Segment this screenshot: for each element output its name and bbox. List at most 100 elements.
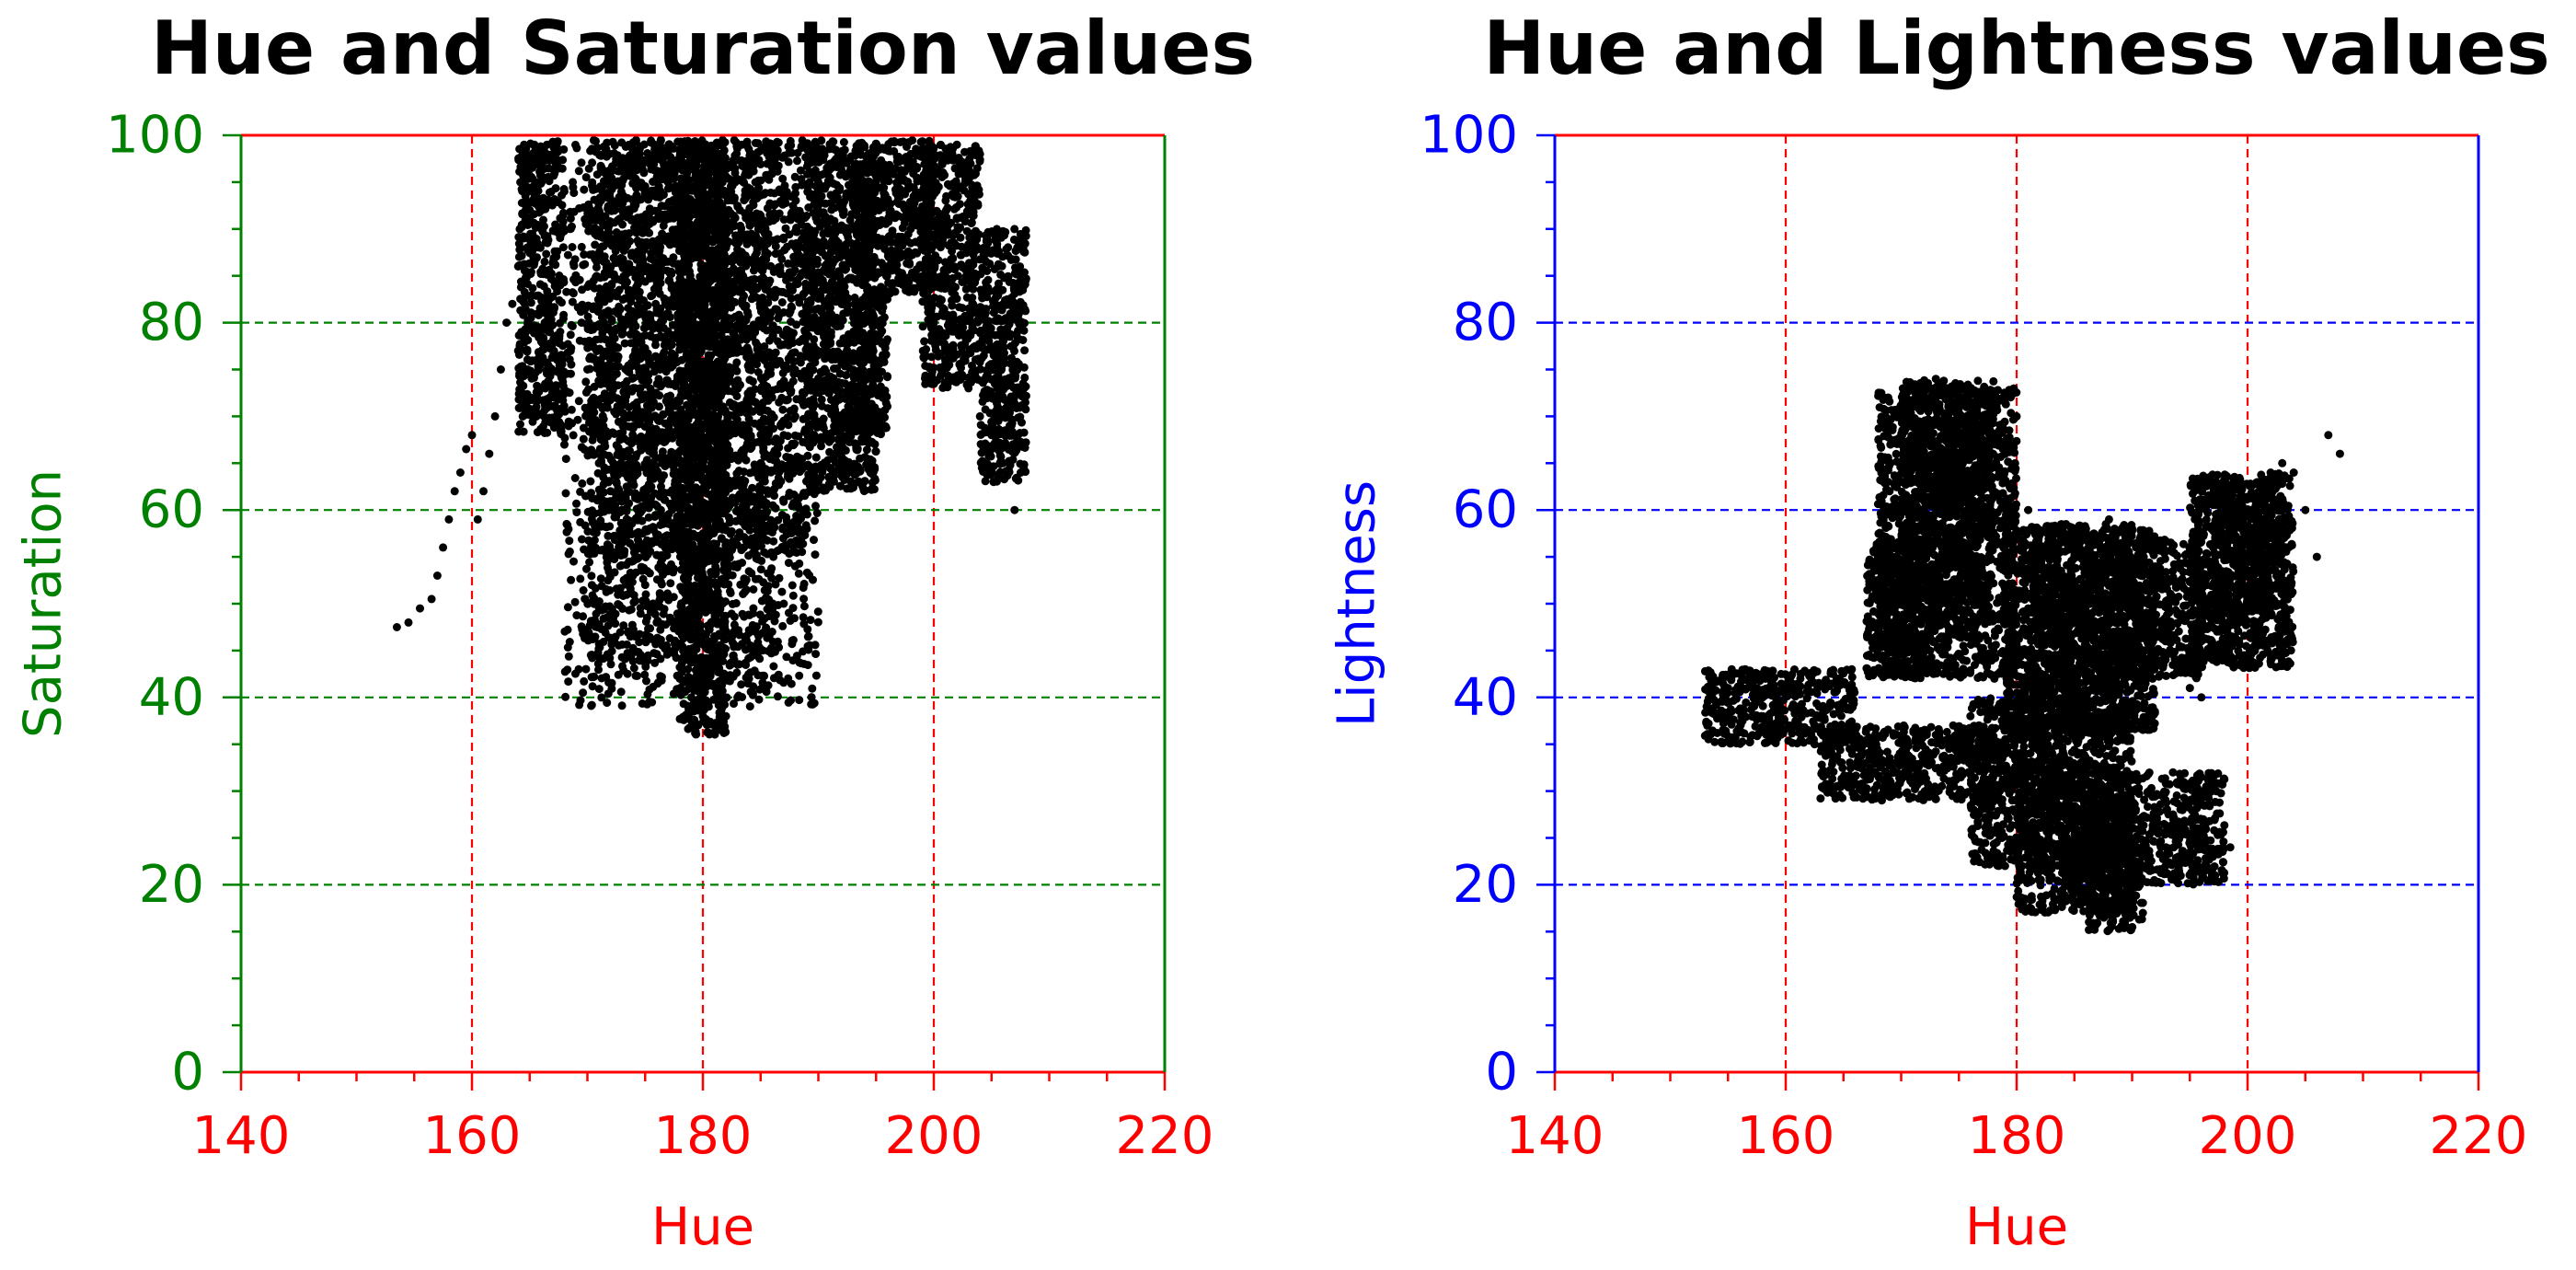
data-point [617,329,627,339]
data-point [760,449,769,458]
data-point [650,440,660,449]
data-point [600,389,609,398]
data-point [604,576,613,585]
data-point [728,402,737,411]
data-point [745,702,754,711]
data-point [781,361,790,370]
data-point [569,431,578,440]
data-point [646,607,655,617]
data-point [663,329,673,338]
data-point [771,242,780,251]
data-point [638,183,647,192]
data-point [742,335,751,344]
data-point [645,238,654,248]
data-point [646,159,655,168]
data-point [594,685,604,694]
data-point [628,248,637,258]
data-point [756,176,765,185]
data-point [811,550,820,560]
data-point [631,135,640,144]
data-point [576,696,585,705]
data-point [773,692,782,701]
data-point [620,339,629,348]
data-point [751,628,760,636]
data-point [798,548,807,557]
data-point [599,614,608,623]
data-point [619,316,628,325]
data-point [701,607,710,617]
data-point [748,534,757,543]
data-point [634,420,643,429]
data-point [591,240,600,249]
data-point [813,607,822,617]
data-point [669,469,678,479]
data-point [605,522,615,531]
data-point [586,477,595,486]
data-point [583,507,592,516]
data-point [592,335,601,344]
data-point [813,618,822,627]
data-point [629,598,638,607]
data-point [571,669,580,678]
data-point [562,287,571,296]
data-point [760,405,769,414]
data-point [715,433,724,442]
data-point [566,214,575,223]
data-point [809,575,817,584]
data-point [799,583,808,593]
data-point [622,230,630,239]
data-point [744,278,753,287]
data-point [765,336,774,345]
data-point [812,509,822,517]
data-point [699,576,708,585]
data-point [763,361,772,370]
data-point [669,593,678,602]
chart-title: Hue and Saturation values [151,6,1255,91]
data-point [701,511,710,520]
data-point [615,525,625,535]
data-point [631,671,640,680]
data-point [599,142,608,151]
data-point [645,569,654,578]
data-point [606,660,615,669]
data-point [569,178,578,187]
data-point [664,276,673,285]
data-point [729,254,738,263]
data-point [572,499,581,508]
data-point [727,526,736,536]
data-point [740,178,749,187]
data-point [588,158,597,167]
data-point [769,662,778,671]
data-point [584,318,593,327]
data-point [603,698,612,708]
data-point [745,468,754,478]
data-point [583,549,592,559]
data-point [608,197,617,206]
data-point [607,428,616,437]
data-point [579,688,588,698]
data-point [568,243,577,251]
data-point [775,468,784,476]
data-point [576,574,585,583]
data-point [778,153,788,162]
data-point [755,472,765,481]
data-point [663,308,673,318]
data-point [669,568,678,577]
data-point [565,638,574,646]
data-point [665,613,674,622]
data-point [585,250,594,260]
data-point [762,687,771,697]
data-point [664,430,673,438]
data-point [769,146,778,156]
data-point [613,216,622,225]
data-point [638,159,648,167]
data-point [617,640,627,649]
data-point [612,584,621,594]
data-point [568,297,577,306]
data-point [564,652,573,661]
data-point [619,621,628,630]
data-point [604,563,612,572]
data-point [560,440,569,449]
data-point [645,396,654,405]
data-point [587,572,596,581]
